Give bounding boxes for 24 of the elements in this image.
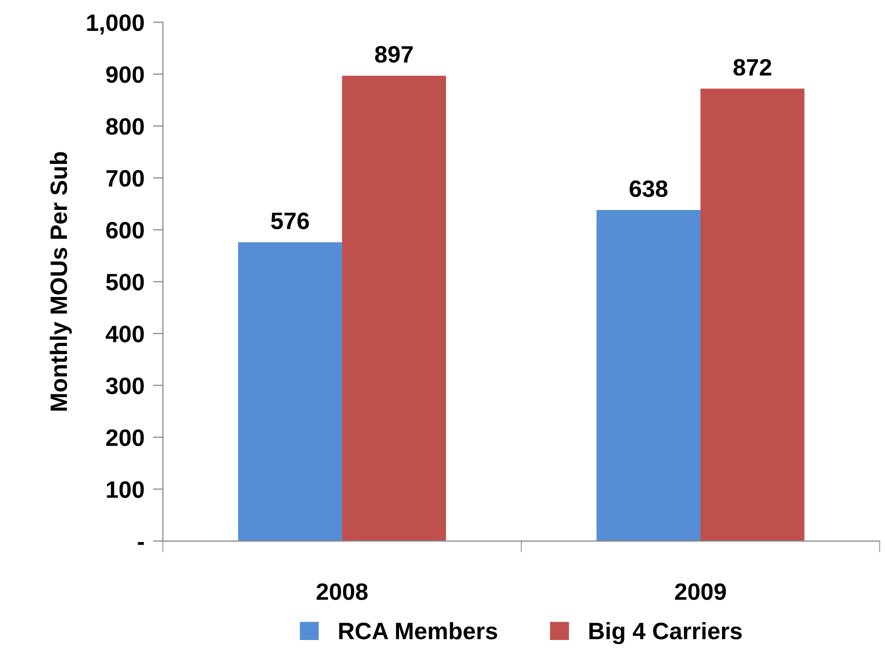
y-tick-label: 600 (106, 222, 144, 239)
bar (238, 242, 342, 542)
legend-label: Big 4 Carriers (589, 622, 742, 644)
bar (342, 76, 446, 542)
bar (596, 210, 700, 542)
y-tick-label: 1,000 (87, 14, 144, 34)
y-tick-label: 800 (106, 118, 144, 135)
y-tick-label: 900 (106, 66, 144, 83)
data-label: 576 (271, 212, 309, 230)
bar (700, 88, 804, 542)
y-tick-label: - (138, 542, 144, 545)
data-label: 897 (375, 46, 413, 63)
y-tick-label: 400 (106, 326, 144, 342)
y-axis-title: Monthly MOUs Per Sub (50, 152, 72, 411)
data-label: 638 (630, 180, 668, 198)
y-tick-label: 700 (106, 170, 144, 187)
y-tick-label: 100 (106, 481, 144, 498)
y-tick-label: 200 (106, 429, 144, 446)
data-label: 872 (734, 58, 772, 76)
x-tick-label: 2008 (316, 583, 368, 600)
y-tick-label: 300 (106, 377, 144, 394)
legend-label: RCA Members (339, 622, 498, 640)
x-tick-label: 2009 (675, 583, 726, 600)
y-tick-label: 500 (106, 274, 144, 290)
